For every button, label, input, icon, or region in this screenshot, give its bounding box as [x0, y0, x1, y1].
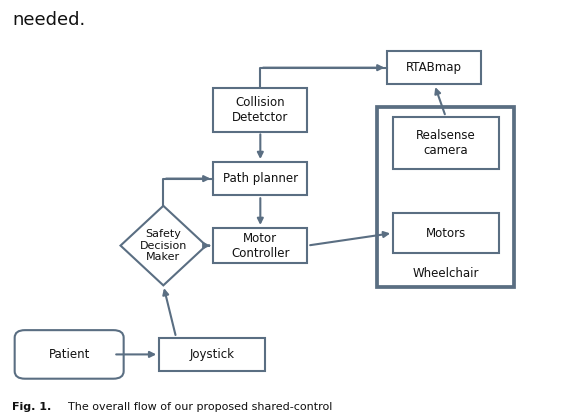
Polygon shape — [121, 206, 206, 285]
Text: needed.: needed. — [12, 11, 85, 29]
FancyBboxPatch shape — [213, 228, 307, 263]
Text: Path planner: Path planner — [223, 172, 298, 185]
Text: Joystick: Joystick — [189, 348, 235, 361]
Text: Realsense
camera: Realsense camera — [416, 129, 476, 157]
FancyBboxPatch shape — [159, 338, 265, 371]
Text: Fig. 1.: Fig. 1. — [12, 402, 51, 412]
Text: RTABmap: RTABmap — [406, 61, 462, 74]
FancyBboxPatch shape — [15, 330, 124, 379]
Text: Motor
Controller: Motor Controller — [231, 231, 289, 260]
Text: Collision
Detetctor: Collision Detetctor — [232, 95, 288, 123]
FancyBboxPatch shape — [393, 213, 499, 253]
FancyBboxPatch shape — [213, 162, 307, 195]
Text: Patient: Patient — [49, 348, 90, 361]
FancyBboxPatch shape — [387, 51, 482, 84]
Text: The overall flow of our proposed shared-control: The overall flow of our proposed shared-… — [61, 402, 332, 412]
FancyBboxPatch shape — [393, 117, 499, 169]
Text: Motors: Motors — [426, 226, 466, 239]
Text: Safety
Decision
Maker: Safety Decision Maker — [140, 229, 187, 262]
Text: Wheelchair: Wheelchair — [412, 267, 479, 280]
FancyBboxPatch shape — [213, 87, 307, 131]
FancyBboxPatch shape — [378, 108, 514, 287]
